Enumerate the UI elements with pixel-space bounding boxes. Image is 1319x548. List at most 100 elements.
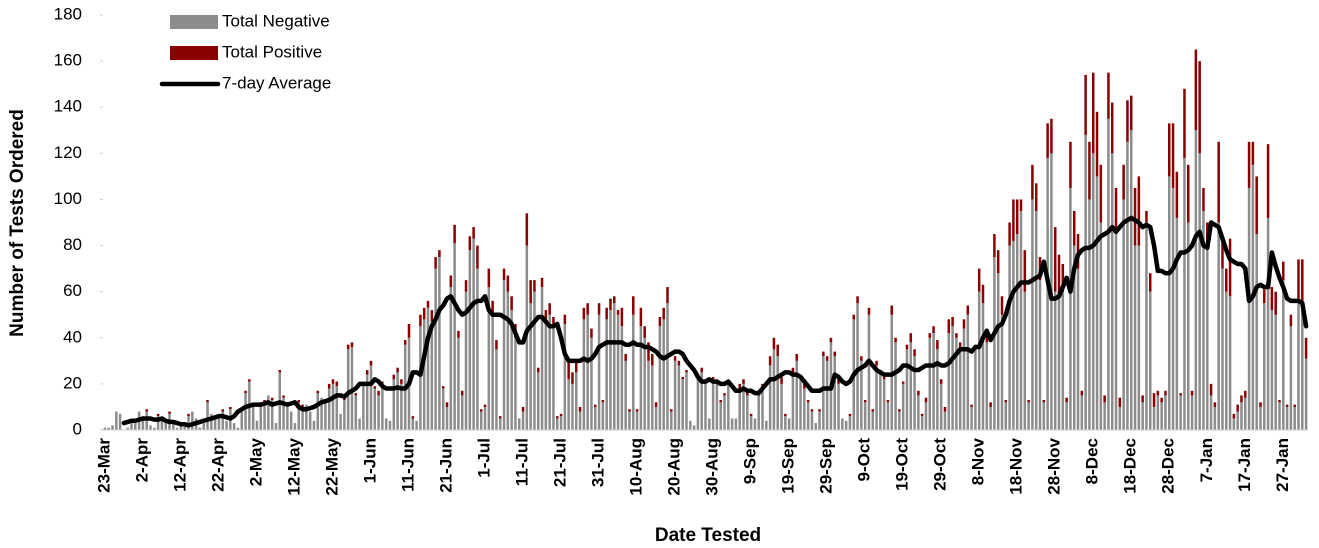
bar-segment bbox=[255, 420, 259, 430]
x-tick-label: 9-Oct bbox=[855, 438, 874, 482]
bar-segment bbox=[1259, 402, 1262, 407]
bar-segment bbox=[1027, 402, 1030, 430]
bar-segment bbox=[582, 319, 586, 430]
bar-segment bbox=[426, 307, 430, 430]
bar-segment bbox=[939, 383, 943, 430]
bar-segment bbox=[1160, 397, 1163, 403]
bar-segment bbox=[1053, 227, 1057, 292]
legend-swatch bbox=[170, 15, 218, 29]
bar-segment bbox=[1023, 291, 1027, 430]
bar-segment bbox=[708, 418, 711, 430]
bar-segment bbox=[1244, 390, 1247, 398]
bar-segment bbox=[206, 402, 209, 430]
bar-segment bbox=[993, 257, 996, 430]
bar-segment bbox=[1095, 111, 1099, 177]
bar-segment bbox=[335, 386, 339, 430]
bar-segment bbox=[419, 326, 422, 430]
bar-segment bbox=[799, 379, 802, 430]
bar-segment bbox=[1183, 88, 1186, 158]
bar-segment bbox=[833, 356, 836, 430]
bar-segment bbox=[453, 243, 456, 430]
bar-segment bbox=[1084, 74, 1087, 135]
bar-segment bbox=[1301, 259, 1304, 311]
bar-segment bbox=[130, 423, 133, 430]
bar-segment bbox=[1217, 222, 1220, 430]
bar-segment bbox=[814, 423, 817, 430]
bar-segment bbox=[1232, 413, 1236, 419]
bar-segment bbox=[160, 418, 164, 430]
bar-segment bbox=[468, 250, 472, 430]
bar-segment bbox=[1023, 250, 1027, 292]
bar-segment bbox=[175, 427, 179, 430]
bar-segment bbox=[670, 409, 673, 412]
bar-segment bbox=[381, 383, 384, 430]
x-tick-label: 23-Mar bbox=[94, 438, 113, 493]
bar-segment bbox=[616, 314, 620, 430]
bar-segment bbox=[1114, 187, 1118, 235]
bar-segment bbox=[422, 319, 426, 430]
bar-segment bbox=[449, 275, 453, 288]
bar-segment bbox=[548, 303, 551, 315]
bar-segment bbox=[476, 245, 479, 269]
bar-segment bbox=[430, 310, 434, 322]
bar-segment bbox=[1194, 130, 1198, 430]
bar-segment bbox=[639, 307, 643, 327]
bar-segment bbox=[575, 372, 578, 430]
bar-segment bbox=[685, 370, 688, 373]
bar-segment bbox=[377, 395, 380, 430]
bar-segment bbox=[905, 349, 909, 430]
bar-segment bbox=[1046, 157, 1049, 430]
bar-segment bbox=[1103, 395, 1106, 403]
bar-segment bbox=[894, 342, 897, 430]
bar-segment bbox=[1289, 326, 1293, 430]
bar-segment bbox=[1084, 134, 1087, 430]
x-tick-label: 8-Dec bbox=[1083, 438, 1102, 484]
x-tick-label: 29-Sep bbox=[817, 438, 836, 494]
bar-segment bbox=[498, 418, 502, 430]
bar-segment bbox=[187, 413, 190, 417]
bar-segment bbox=[472, 227, 475, 239]
bar-segment bbox=[673, 356, 677, 361]
bar-segment bbox=[932, 333, 935, 430]
bar-segment bbox=[951, 317, 954, 327]
bar-segment bbox=[981, 303, 985, 430]
bar-segment bbox=[202, 423, 205, 430]
bar-segment bbox=[924, 402, 928, 430]
bar-segment bbox=[928, 333, 932, 338]
bar-segment bbox=[784, 413, 787, 417]
bar-segment bbox=[875, 360, 878, 366]
bar-segment bbox=[571, 383, 574, 430]
bar-segment bbox=[1057, 296, 1061, 430]
bar-segment bbox=[365, 374, 369, 430]
bar-segment bbox=[559, 416, 563, 430]
bar-segment bbox=[1076, 268, 1080, 430]
bar-segment bbox=[1065, 402, 1068, 430]
bar-segment bbox=[172, 423, 175, 430]
bar-segment bbox=[1285, 404, 1289, 407]
bar-segment bbox=[327, 383, 331, 389]
bar-segment bbox=[1240, 395, 1243, 403]
bar-segment bbox=[1053, 291, 1057, 430]
bar-segment bbox=[966, 305, 970, 315]
bar-segment bbox=[1156, 395, 1160, 430]
bar-segment bbox=[806, 402, 810, 430]
bar-segment bbox=[1133, 245, 1137, 430]
bar-segment bbox=[1221, 268, 1224, 430]
bar-segment bbox=[1156, 390, 1160, 396]
y-tick-label: 120 bbox=[54, 143, 82, 162]
bar-segment bbox=[1122, 199, 1125, 430]
bar-segment bbox=[620, 307, 624, 327]
bar-segment bbox=[848, 413, 852, 417]
bar-segment bbox=[510, 310, 513, 430]
bar-segment bbox=[1297, 259, 1300, 304]
bar-segment bbox=[1293, 404, 1296, 407]
bar-segment bbox=[970, 406, 973, 430]
average-line bbox=[121, 215, 1309, 428]
bar-segment bbox=[628, 409, 631, 412]
x-tick-label: 31-Jul bbox=[589, 438, 608, 487]
bar-segment bbox=[658, 317, 662, 327]
bar-segment bbox=[894, 337, 897, 343]
bar-segment bbox=[776, 344, 779, 357]
bar-segment bbox=[723, 393, 726, 396]
bar-segment bbox=[1152, 393, 1156, 407]
